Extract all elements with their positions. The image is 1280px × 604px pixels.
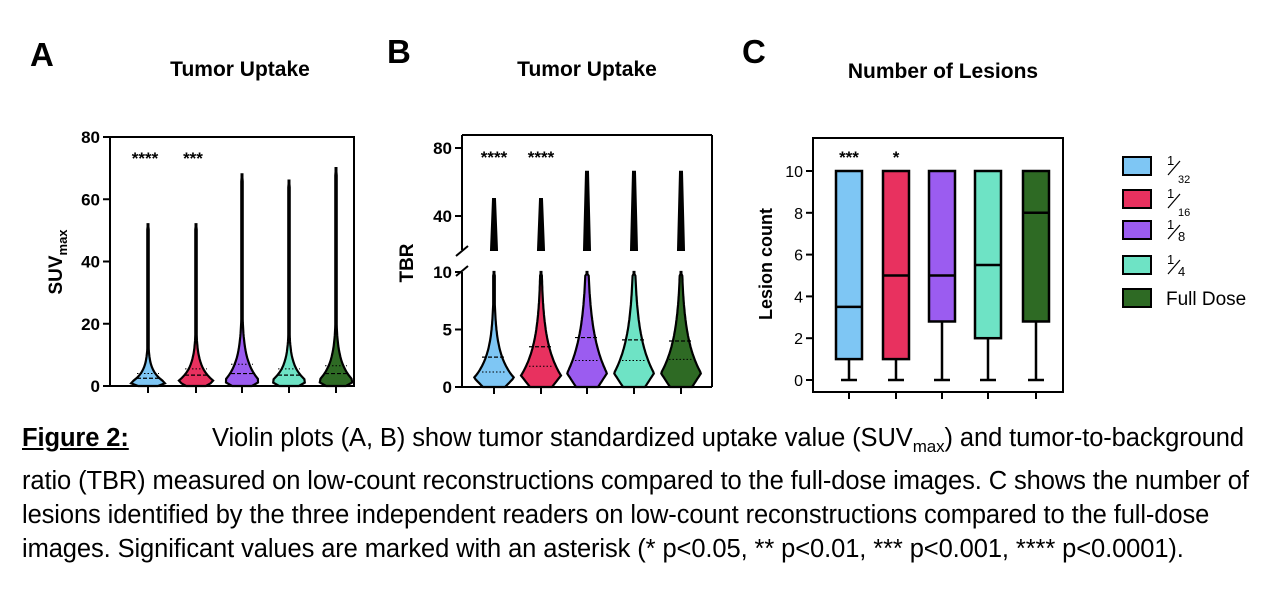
panel-c-significance: *** <box>839 148 859 167</box>
violin-a-1 <box>129 223 167 388</box>
legend-label: Full Dose <box>1166 289 1246 310</box>
legend-fraction-num: 1 <box>1167 252 1174 267</box>
caption-sub: max <box>912 437 945 457</box>
violin-b-tail <box>582 170 592 251</box>
legend-fraction-den: 32 <box>1178 174 1190 186</box>
violin-a-4 <box>272 179 306 388</box>
legend-fraction-num: 1 <box>1167 153 1174 168</box>
legend-fraction-slash <box>1167 160 1181 176</box>
panel-c-ytick-label: 6 <box>794 248 803 265</box>
legend-fraction-slash <box>1167 224 1181 240</box>
panel-b-significance: **** <box>481 148 508 167</box>
legend-fraction-num: 1 <box>1167 217 1174 232</box>
caption-lead: Figure 2: <box>22 424 129 452</box>
legend-fraction-num: 1 <box>1167 186 1174 201</box>
violin-b-5 <box>660 270 703 389</box>
violin-b-1 <box>472 270 516 389</box>
panel-b-ylabel: TBR <box>397 243 418 282</box>
legend-swatch-5 <box>1122 288 1152 308</box>
panel-b-ytick-label: 10 <box>433 263 452 282</box>
violin-b-2 <box>519 270 563 389</box>
panel-b-ytick-label: 5 <box>443 321 452 340</box>
panel-a-significance: **** <box>132 149 159 168</box>
box-c-3 <box>927 169 957 323</box>
panel-c-ytick-label: 4 <box>794 289 803 306</box>
panel-a-ytick-label: 60 <box>81 190 100 209</box>
panel-a-significance: *** <box>183 149 203 168</box>
panel-a-letter: A <box>30 36 54 73</box>
panel-c-ytick-label: 2 <box>794 331 803 348</box>
panel-a-ytick-label: 20 <box>81 315 100 334</box>
figure-2-charts: A Tumor Uptake B Tumor Uptake C Number o… <box>30 33 1246 399</box>
box-c-2 <box>881 169 911 361</box>
panel-b-letter: B <box>387 33 411 70</box>
caption-text-2: ) and tumor-to-background ratio (TBR) me… <box>22 424 1249 564</box>
panel-b-chart: 0 5 10 40 80 **** **** <box>433 134 713 397</box>
panel-c-significance: * <box>893 148 900 167</box>
violin-a-2 <box>177 223 215 388</box>
violin-a-5 <box>318 167 354 388</box>
panel-b-ytick-label: 40 <box>433 207 452 226</box>
violin-b-tail <box>536 198 546 251</box>
legend-swatch-4 <box>1122 255 1152 275</box>
panel-b-title: Tumor Uptake <box>517 58 657 81</box>
legend-swatch-2 <box>1122 189 1152 209</box>
panel-c-ytick-label: 0 <box>794 373 803 390</box>
panel-c-ytick-label: 10 <box>785 164 803 181</box>
legend-fraction-slash <box>1167 193 1181 209</box>
panel-c-title: Number of Lesions <box>848 60 1038 83</box>
panel-c-ytick-label: 8 <box>794 206 803 223</box>
legend-fraction-den: 8 <box>1178 229 1185 244</box>
legend-swatch-1 <box>1122 156 1152 176</box>
figure-caption: Figure 2: Violin plots (A, B) show tumor … <box>22 421 1262 566</box>
violin-b-4 <box>613 270 656 389</box>
box-c-4 <box>973 169 1003 340</box>
legend-swatch-3 <box>1122 220 1152 240</box>
panel-a-ylabel: SUVmax <box>46 229 70 295</box>
violin-a-3 <box>224 173 260 388</box>
panel-a-ytick-label: 0 <box>91 377 100 396</box>
legend-fraction-den: 4 <box>1178 264 1185 279</box>
panel-b-break-mark <box>455 245 469 257</box>
panel-c-ylabel: Lesion count <box>756 208 776 320</box>
panel-b-ytick-label: 80 <box>433 139 452 158</box>
caption-text-1: Violin plots (A, B) show tumor standardi… <box>212 424 913 452</box>
panel-a-ytick-label: 80 <box>81 128 100 147</box>
panel-a-ytick-label: 40 <box>81 253 100 272</box>
violin-b-tail <box>676 170 686 251</box>
violin-b-3 <box>566 270 609 389</box>
box-c-5 <box>1021 169 1051 323</box>
legend-fraction-slash <box>1167 259 1181 275</box>
box-c-1 <box>834 169 864 361</box>
panel-c-letter: C <box>742 33 766 70</box>
violin-b-tail <box>629 170 639 251</box>
panel-c-frame <box>812 137 1064 393</box>
panel-a-title: Tumor Uptake <box>170 58 310 81</box>
violin-b-tail <box>489 198 499 251</box>
panel-b-ytick-label: 0 <box>443 378 452 397</box>
legend-fraction-den: 16 <box>1178 207 1190 219</box>
panel-b-significance: **** <box>528 148 555 167</box>
